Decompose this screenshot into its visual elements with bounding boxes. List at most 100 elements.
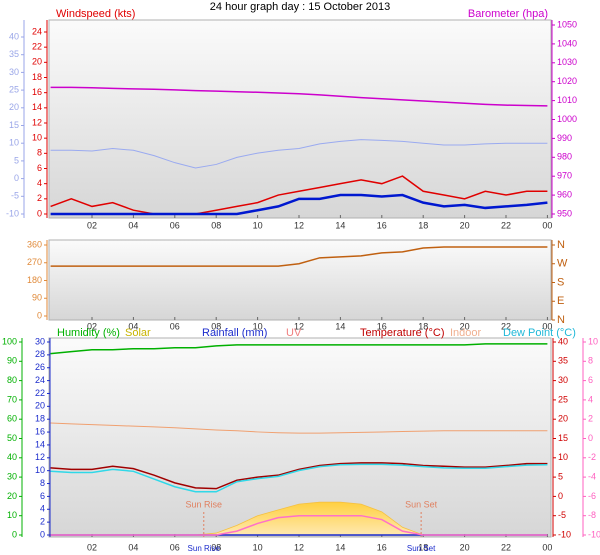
legend-label: Rainfall (mm) <box>202 327 267 339</box>
plot-area <box>48 19 552 219</box>
tick-label: 18 <box>35 414 45 424</box>
series-line <box>50 422 548 434</box>
tick-label: 50 <box>7 433 17 443</box>
tick-label: 16 <box>35 426 45 436</box>
tick-label: 20 <box>558 414 568 424</box>
annotation-axis-label: Sun Set <box>407 544 436 553</box>
tick-label: 12 <box>35 452 45 462</box>
tick-label: 180 <box>27 275 42 285</box>
x-tick-label: 00 <box>542 220 552 230</box>
tick-label: 40 <box>7 452 17 462</box>
series-line <box>50 514 548 536</box>
x-tick-label: 12 <box>294 542 304 552</box>
x-tick-label: 00 <box>542 542 552 552</box>
tick-label: 10 <box>32 133 42 143</box>
tick-label: 35 <box>9 49 19 59</box>
tick-label: E <box>557 295 564 307</box>
tick-label: 8 <box>588 356 593 366</box>
tick-label: 1030 <box>557 57 577 67</box>
legend-label: Indoor <box>450 327 482 339</box>
x-tick-label: 16 <box>377 542 387 552</box>
series-line <box>50 462 548 490</box>
tick-label: 8 <box>40 478 45 488</box>
legend-label: Humidity (%) <box>57 327 120 339</box>
x-tick-label: 10 <box>253 542 263 552</box>
series-line <box>50 463 548 493</box>
tick-label: W <box>557 258 568 270</box>
x-tick-label: 12 <box>294 321 304 331</box>
x-tick-label: 12 <box>294 220 304 230</box>
tick-label: 14 <box>35 439 45 449</box>
tick-label: 15 <box>9 120 19 130</box>
tick-label: 28 <box>35 349 45 359</box>
tick-label: 990 <box>557 133 572 143</box>
tick-label: 30 <box>35 336 45 346</box>
legend-label: UV <box>286 327 302 339</box>
legend-label: Temperature (°C) <box>360 327 444 339</box>
x-tick-label: 22 <box>501 321 511 331</box>
tick-label: 30 <box>9 67 19 77</box>
tick-label: -10 <box>588 529 600 539</box>
x-tick-label: 06 <box>170 220 180 230</box>
series-line <box>50 139 548 169</box>
tick-label: 14 <box>32 102 42 112</box>
tick-label: 0 <box>12 529 17 539</box>
tick-label: 6 <box>588 375 593 385</box>
tick-label: -10 <box>558 529 571 539</box>
tick-label: 10 <box>7 510 17 520</box>
tick-label: 270 <box>27 257 42 267</box>
tick-label: 10 <box>35 465 45 475</box>
tick-label: 950 <box>557 208 572 218</box>
x-tick-label: 04 <box>128 321 138 331</box>
tick-label: 18 <box>32 72 42 82</box>
tick-label: 0 <box>37 208 42 218</box>
tick-label: 22 <box>32 42 42 52</box>
tick-label: 40 <box>9 31 19 41</box>
tick-label: 10 <box>588 336 598 346</box>
tick-label: 360 <box>27 239 42 249</box>
tick-label: -2 <box>588 452 596 462</box>
tick-label: 90 <box>32 293 42 303</box>
tick-label: 0 <box>14 173 19 183</box>
tick-label: -6 <box>588 491 596 501</box>
tick-label: 22 <box>35 388 45 398</box>
tick-label: 1050 <box>557 19 577 29</box>
tick-label: 12 <box>32 117 42 127</box>
tick-label: 20 <box>32 57 42 67</box>
tick-label: 0 <box>558 491 563 501</box>
tick-label: 30 <box>558 375 568 385</box>
x-tick-label: 20 <box>460 542 470 552</box>
tick-label: 30 <box>7 471 17 481</box>
tick-label: 5 <box>558 471 563 481</box>
x-tick-label: 08 <box>211 321 221 331</box>
tick-label: 2 <box>40 517 45 527</box>
tick-label: 6 <box>37 163 42 173</box>
x-tick-label: 04 <box>128 220 138 230</box>
series-line <box>50 86 548 107</box>
tick-label: -5 <box>11 191 19 201</box>
tick-label: 8 <box>37 148 42 158</box>
annotation-label: Sun Rise <box>186 499 223 509</box>
tick-label: 980 <box>557 152 572 162</box>
x-tick-label: 02 <box>87 321 97 331</box>
tick-label: 24 <box>32 26 42 36</box>
tick-label: 1020 <box>557 76 577 86</box>
tick-label: 5 <box>14 155 19 165</box>
chart-title: 24 hour graph day : 15 October 2013 <box>210 1 390 13</box>
tick-label: 20 <box>7 491 17 501</box>
tick-label: 6 <box>40 491 45 501</box>
x-tick-label: 22 <box>501 220 511 230</box>
tick-label: -8 <box>588 510 596 520</box>
x-tick-label: 18 <box>418 321 428 331</box>
tick-label: 0 <box>37 310 42 320</box>
x-tick-label: 10 <box>253 220 263 230</box>
x-tick-label: 20 <box>460 220 470 230</box>
tick-label: 4 <box>37 178 42 188</box>
tick-label: 40 <box>558 336 568 346</box>
x-tick-label: 14 <box>335 321 345 331</box>
tick-label: -10 <box>6 208 19 218</box>
series-line <box>50 343 548 355</box>
series-line <box>50 246 548 267</box>
legend-label: Solar <box>125 327 151 339</box>
